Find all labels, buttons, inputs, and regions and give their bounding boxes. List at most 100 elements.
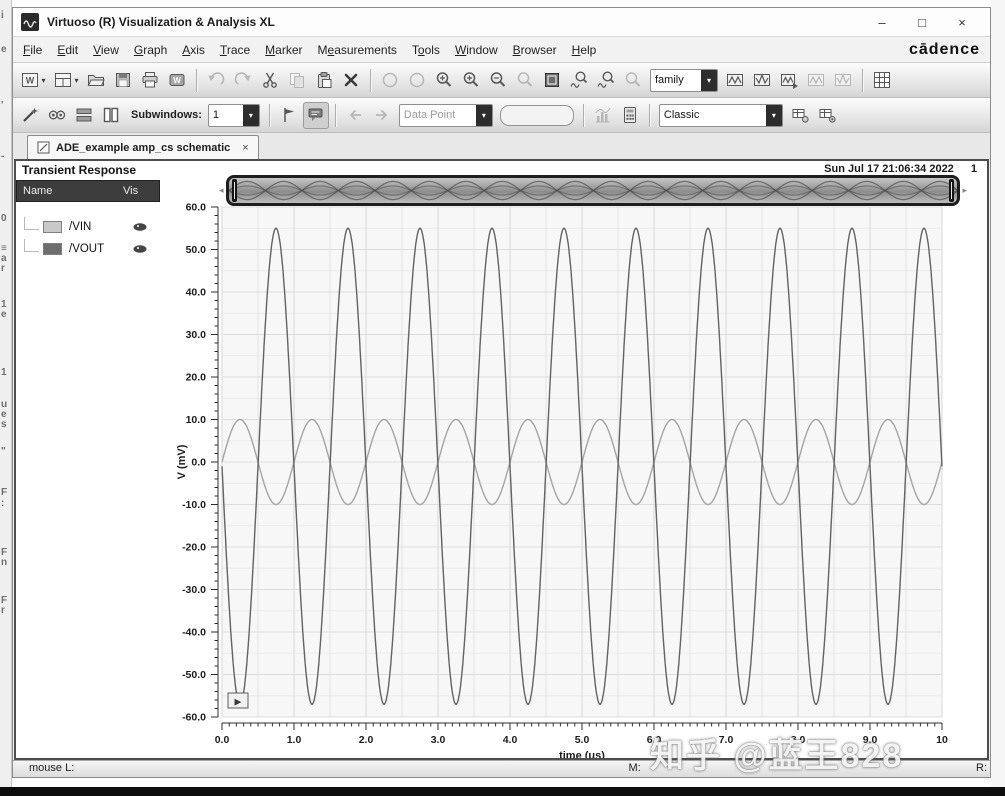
slider-left-handle[interactable] [231,179,237,202]
legend-name-column: Name [23,185,53,197]
bottom-black-bar [0,787,1005,796]
menu-trace[interactable]: Trace [219,42,251,57]
export-image-icon[interactable]: W [164,67,190,94]
subwindows-combo[interactable]: 1 ▾ [207,103,260,127]
dropdown-caret-icon[interactable]: ▾ [74,75,79,85]
svg-text:60.0: 60.0 [186,202,207,214]
trace-label-icon[interactable] [787,102,813,129]
style-combo-value: Classic [663,109,700,121]
dropdown-caret-icon[interactable]: ▾ [242,104,259,126]
appearance-icon[interactable] [44,102,70,129]
menu-axis[interactable]: Axis [182,42,205,57]
menu-file[interactable]: File [23,42,43,57]
edge-text-fragment: 0 [1,213,7,224]
toolbar-separator [582,103,584,127]
data-point-combo[interactable]: Data Point ▾ [398,103,493,127]
edge-text-fragment: r [1,605,5,616]
minimize-button[interactable]: – [878,14,886,30]
slider-right-handle[interactable] [949,179,955,202]
zoom-out-icon[interactable] [485,67,511,94]
strip-mode-icon[interactable] [722,67,748,94]
label-callout-icon[interactable] [302,101,329,129]
svg-text:W: W [26,76,35,86]
data-point-combo-value: Data Point [403,109,456,121]
horizontal-split-icon[interactable] [71,102,97,129]
waveform-plot[interactable]: 60.0 50.0 40.0 30.0 20.0 10.0 0.0 -10.0 -20.0 -30… [170,199,980,760]
visibility-eye-icon[interactable] [132,243,148,255]
next-point-icon [369,102,395,129]
overlay-mode-icon[interactable] [749,67,775,94]
point-value-input[interactable] [499,104,574,126]
window-layout-icon[interactable]: ▾ [50,67,82,94]
close-button[interactable]: × [958,14,966,30]
zoom-x-icon[interactable] [566,67,592,94]
menu-browser[interactable]: Browser [512,42,557,57]
trace-label-settings-icon[interactable] [814,102,840,129]
legend-row-vout[interactable]: /VOUT [16,238,160,260]
pan-icon [377,67,403,94]
paste-icon[interactable] [311,67,337,94]
tab-close-icon[interactable]: × [242,141,249,154]
edge-text-fragment: ≡ [1,243,7,254]
status-mouse-left: mouse L: [29,762,75,774]
secondary-toolbar: Subwindows: 1 ▾ Data Point ▾ Classic ▾ [13,98,990,133]
save-icon[interactable] [110,67,136,94]
svg-text:time (us): time (us) [559,750,605,760]
menu-edit[interactable]: Edit [57,42,79,57]
style-combo[interactable]: Classic ▾ [658,103,783,127]
calculator-icon[interactable] [617,102,643,129]
zoom-to-region-icon[interactable] [539,67,565,94]
svg-text:V (mV): V (mV) [176,444,188,479]
maximize-button[interactable]: □ [918,14,926,30]
split-trace-icon[interactable] [776,67,802,94]
edge-text-fragment: 1 [1,299,7,310]
undo-icon [203,67,229,94]
svg-text:▶: ▶ [235,697,242,707]
tab-ade-example[interactable]: ADE_example amp_cs schematic × [27,135,259,159]
menu-window[interactable]: Window [454,42,498,57]
dropdown-caret-icon[interactable]: ▾ [765,104,782,126]
overview-strip[interactable] [225,175,961,206]
delete-icon[interactable] [338,67,364,94]
slider-left-arrow-icon[interactable]: ◂ [219,185,224,195]
trace-vout[interactable] [221,227,943,705]
edge-text-fragment: e [1,44,7,55]
cut-icon[interactable] [257,67,283,94]
tab-label: ADE_example amp_cs schematic [56,141,231,154]
edge-text-fragment: s [1,419,7,430]
show-data-table-icon[interactable] [869,67,895,94]
menu-tools[interactable]: Tools [411,42,440,57]
menu-graph[interactable]: Graph [133,42,168,57]
menu-help[interactable]: Help [571,42,597,57]
toolbar-separator [862,68,863,92]
visibility-eye-icon[interactable] [132,221,148,233]
svg-text:1.0: 1.0 [287,734,302,746]
zoom-y-icon[interactable] [593,67,619,94]
toolbar-separator [334,103,336,127]
svg-text:4.0: 4.0 [503,734,518,746]
status-mouse-middle: M: [628,762,641,774]
zoom-in-x-icon[interactable] [458,67,484,94]
menu-measurements[interactable]: Measurements [317,42,397,57]
slider-right-arrow-icon[interactable]: ▸ [962,185,967,195]
vertical-split-icon[interactable] [98,102,124,129]
trace-color-swatch [43,221,62,233]
dropdown-caret-icon[interactable]: ▾ [475,104,492,126]
calibration-wand-icon[interactable] [17,102,43,129]
strip-play-button[interactable]: ▶ [227,692,249,709]
print-icon[interactable] [137,67,163,94]
trace-color-swatch [43,243,62,255]
x-axis: 0.0 1.0 2.0 3.0 4.0 5.0 6.0 7.0 8.0 9.0 10 time (us… [215,722,948,760]
edge-text-fragment: F [1,595,8,606]
menu-marker[interactable]: Marker [265,42,303,57]
dropdown-caret-icon[interactable]: ▾ [41,75,46,85]
tab-bar: ADE_example amp_cs schematic × [13,133,990,159]
family-combo[interactable]: family ▾ [650,68,718,92]
legend-row-vin[interactable]: /VIN [16,216,160,238]
open-icon[interactable] [83,67,109,94]
menu-view[interactable]: View [93,42,119,57]
zoom-in-icon[interactable] [431,67,457,94]
dropdown-caret-icon[interactable]: ▾ [701,69,717,91]
new-graph-window-icon[interactable]: W ▾ [17,67,49,94]
bookmark-flag-icon[interactable] [276,102,302,129]
